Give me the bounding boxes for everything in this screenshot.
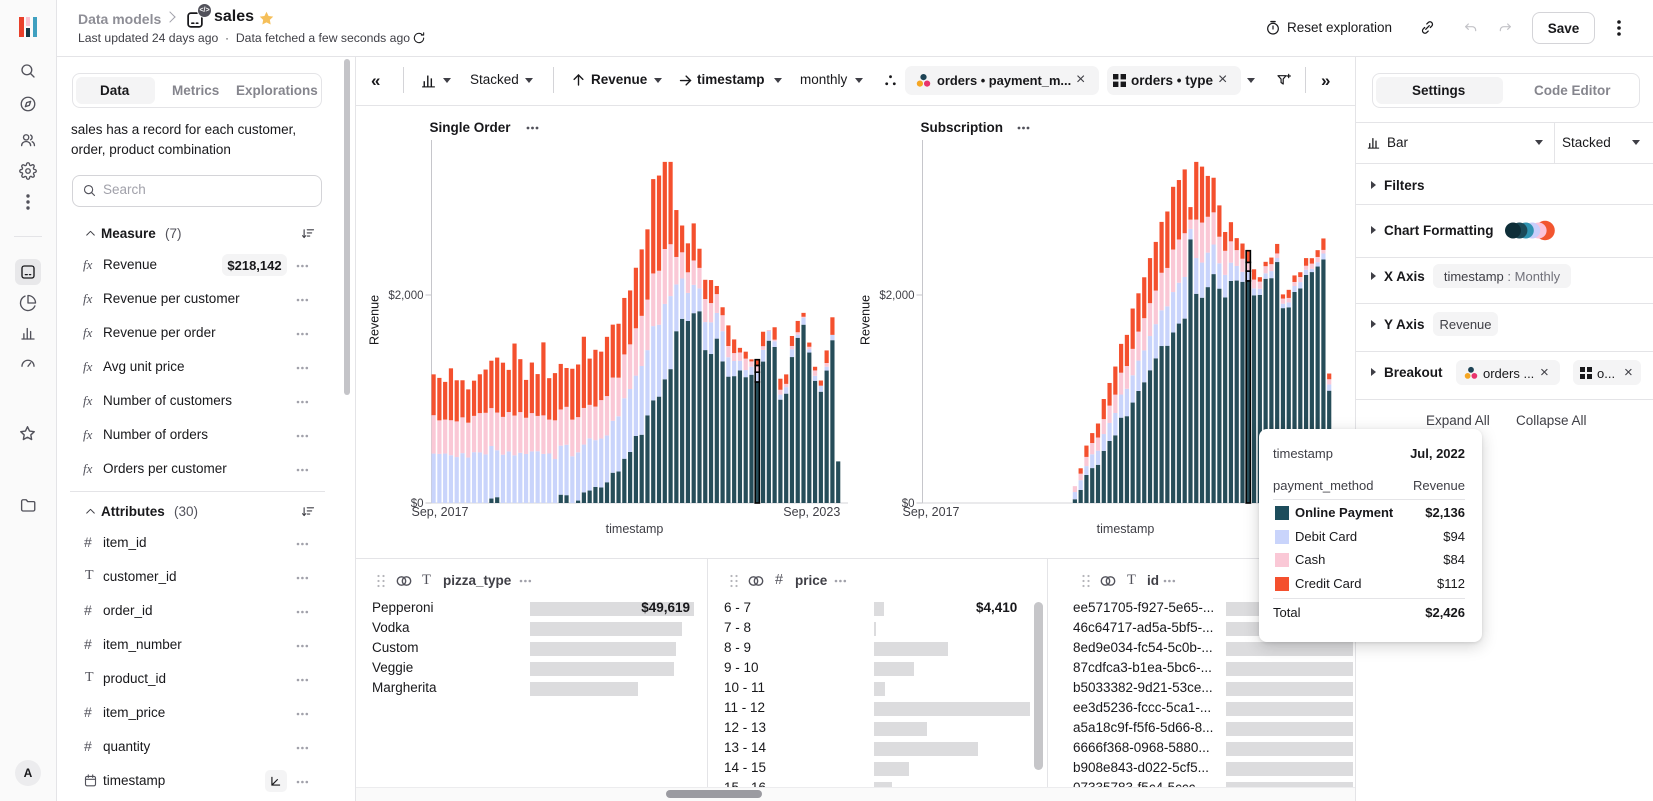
svg-text:Sep, 2023: Sep, 2023: [783, 505, 840, 519]
svg-text:Subscription: Subscription: [921, 120, 1004, 135]
svg-text:Revenue: Revenue: [368, 295, 382, 345]
svg-text:timestamp: timestamp: [606, 522, 664, 536]
svg-text:Sep, 2017: Sep, 2017: [412, 505, 469, 519]
svg-text:timestamp: timestamp: [1097, 522, 1155, 536]
svg-text:$2,000: $2,000: [388, 290, 423, 302]
svg-text:$0: $0: [411, 498, 424, 510]
svg-text:$2,000: $2,000: [879, 290, 914, 302]
svg-text:Sep, 2017: Sep, 2017: [903, 505, 960, 519]
svg-text:Revenue: Revenue: [859, 295, 873, 345]
svg-text:Single Order: Single Order: [430, 120, 512, 135]
svg-text:$0: $0: [902, 498, 915, 510]
